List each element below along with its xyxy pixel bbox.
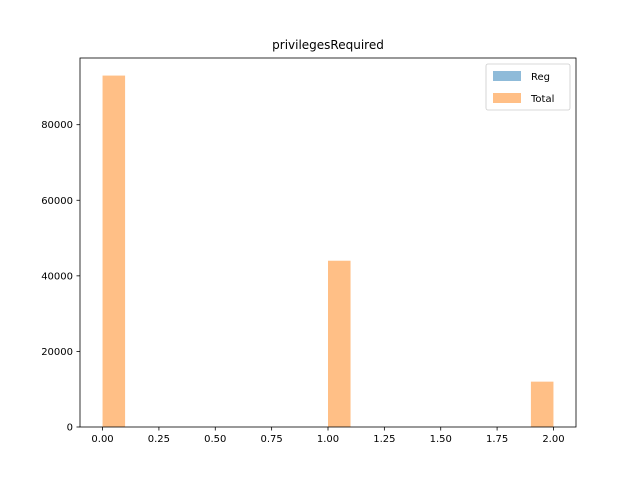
y-tick-label: 20000 xyxy=(41,347,73,358)
x-tick-label: 2.00 xyxy=(542,434,564,445)
legend-swatch-reg xyxy=(493,71,521,81)
legend-label-reg: Reg xyxy=(531,72,550,83)
x-axis-ticks: 0.00 0.25 0.50 0.75 1.00 1.25 1.50 1.75 2.00 xyxy=(91,427,565,445)
x-tick-label: 0.00 xyxy=(91,434,113,445)
y-tick-label: 40000 xyxy=(41,271,73,282)
legend-frame xyxy=(485,63,571,111)
legend: Reg Total xyxy=(485,63,571,111)
x-tick-label: 0.50 xyxy=(204,434,226,445)
x-tick-label: 1.00 xyxy=(317,434,339,445)
legend-swatch-total xyxy=(493,93,521,103)
chart-title: privilegesRequired xyxy=(272,38,384,52)
bar-total-1 xyxy=(328,260,351,427)
x-tick-label: 1.50 xyxy=(430,434,452,445)
y-tick-label: 0 xyxy=(67,423,73,434)
plot-frame xyxy=(79,57,577,428)
x-tick-label: 1.25 xyxy=(373,434,395,445)
y-axis-ticks: 0 20000 40000 60000 80000 xyxy=(41,120,80,434)
y-tick-label: 80000 xyxy=(41,120,73,131)
bars-group xyxy=(102,75,554,428)
x-tick-label: 0.25 xyxy=(148,434,170,445)
legend-label-total: Total xyxy=(530,94,554,105)
x-tick-label: 1.75 xyxy=(486,434,508,445)
bar-total-2 xyxy=(530,381,554,427)
bar-total-0 xyxy=(102,75,126,428)
y-tick-label: 60000 xyxy=(41,196,73,207)
x-tick-label: 0.75 xyxy=(261,434,283,445)
